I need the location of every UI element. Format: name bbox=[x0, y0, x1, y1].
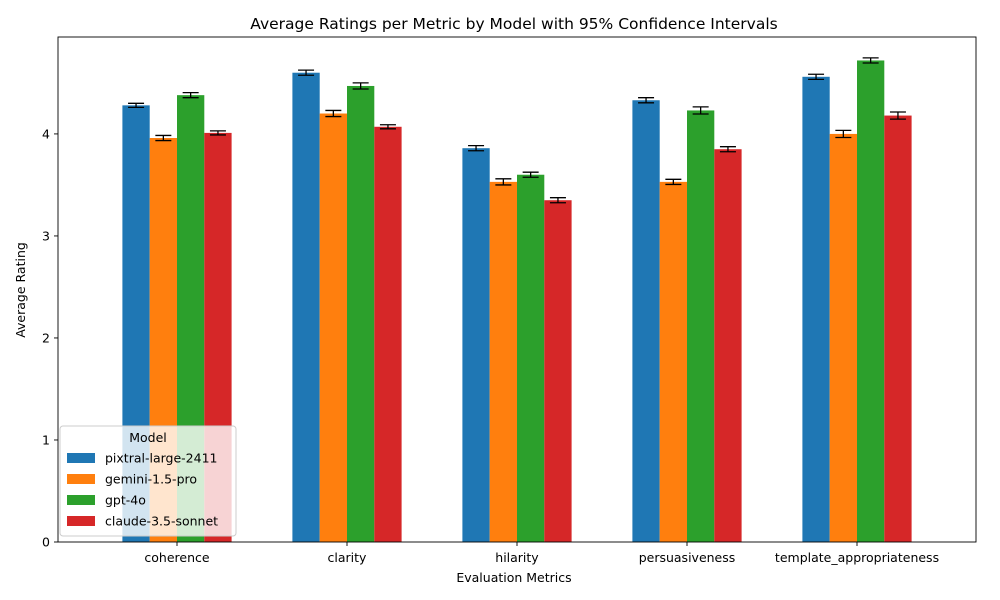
legend-swatch-gemini-1.5-pro bbox=[67, 474, 95, 484]
bar-gpt-4o-hilarity bbox=[517, 174, 545, 543]
bar-gemini-1.5-pro-template_appropriateness bbox=[829, 133, 857, 543]
errorbar-claude-3.5-sonnet-clarity bbox=[379, 124, 396, 130]
errorbar-claude-3.5-sonnet-hilarity bbox=[549, 197, 566, 204]
x-axis: coherence clarity hilarity persuasiveness te… bbox=[144, 542, 939, 565]
plot-area bbox=[57, 36, 977, 543]
errorbar-gpt-4o-template_appropriateness bbox=[862, 57, 879, 64]
legend-label-claude-3.5-sonnet: claude-3.5-sonnet bbox=[105, 514, 218, 529]
errorbar-gemini-1.5-pro-hilarity bbox=[495, 178, 512, 186]
bar-pixtral-large-2411-clarity bbox=[292, 72, 320, 543]
y-axis-label: Average Rating bbox=[13, 242, 28, 338]
errorbar-pixtral-large-2411-template_appropriateness bbox=[808, 73, 825, 80]
legend-label-gpt-4o: gpt-4o bbox=[105, 493, 146, 508]
legend-items: pixtral-large-2411 gemini-1.5-pro gpt-4o cl… bbox=[67, 451, 218, 529]
errorbar-gpt-4o-persuasiveness bbox=[692, 106, 709, 115]
errorbar-gemini-1.5-pro-clarity bbox=[325, 109, 342, 118]
bar-claude-3.5-sonnet-hilarity bbox=[544, 200, 572, 543]
bar-claude-3.5-sonnet-persuasiveness bbox=[714, 149, 742, 542]
legend-label-gemini-1.5-pro: gemini-1.5-pro bbox=[105, 472, 197, 487]
legend-swatch-gpt-4o bbox=[67, 495, 95, 505]
y-tick-label-0: 0 bbox=[42, 535, 50, 550]
errorbar-pixtral-large-2411-clarity bbox=[298, 69, 315, 76]
y-axis: 0 1 2 3 4 bbox=[42, 126, 58, 550]
bar-pixtral-large-2411-template_appropriateness bbox=[802, 76, 830, 542]
bar-gemini-1.5-pro-clarity bbox=[319, 113, 347, 543]
x-tick-label-persuasiveness: persuasiveness bbox=[639, 550, 736, 565]
x-tick-label-hilarity: hilarity bbox=[495, 550, 539, 565]
bar-pixtral-large-2411-hilarity bbox=[462, 148, 490, 542]
bar-pixtral-large-2411-persuasiveness bbox=[632, 100, 660, 542]
legend: Model pixtral-large-2411 gemini-1.5-pro gp… bbox=[59, 425, 237, 537]
y-tick-label-1: 1 bbox=[42, 432, 50, 447]
legend-box bbox=[59, 425, 237, 537]
bar-claude-3.5-sonnet-clarity bbox=[374, 126, 402, 542]
x-tick-label-clarity: clarity bbox=[328, 550, 368, 565]
chart-title: Average Ratings per Metric by Model with… bbox=[250, 15, 777, 33]
bar-gemini-1.5-pro-hilarity bbox=[489, 181, 517, 542]
errorbar-gpt-4o-coherence bbox=[182, 91, 199, 99]
errorbar-gemini-1.5-pro-coherence bbox=[155, 134, 172, 142]
y-tick-label-3: 3 bbox=[42, 228, 50, 243]
legend-title: Model bbox=[129, 430, 167, 445]
bar-gpt-4o-template_appropriateness bbox=[857, 60, 885, 543]
legend-swatch-claude-3.5-sonnet bbox=[67, 516, 95, 526]
errorbar-pixtral-large-2411-hilarity bbox=[468, 144, 485, 152]
legend-label-pixtral-large-2411: pixtral-large-2411 bbox=[105, 451, 218, 466]
y-tick-label-4: 4 bbox=[42, 126, 50, 141]
bar-claude-3.5-sonnet-template_appropriateness bbox=[884, 115, 912, 542]
bar-gpt-4o-clarity bbox=[347, 85, 375, 542]
bar-gpt-4o-persuasiveness bbox=[687, 110, 715, 542]
error-bars-group bbox=[128, 57, 906, 204]
legend-swatch-pixtral-large-2411 bbox=[67, 453, 95, 463]
errorbar-gpt-4o-hilarity bbox=[522, 171, 539, 178]
bar-gemini-1.5-pro-persuasiveness bbox=[659, 181, 687, 542]
x-tick-label-coherence: coherence bbox=[144, 550, 209, 565]
x-axis-label: Evaluation Metrics bbox=[456, 570, 571, 585]
x-tick-label-template_appropriateness: template_appropriateness bbox=[775, 550, 939, 565]
errorbar-claude-3.5-sonnet-coherence bbox=[209, 130, 226, 136]
errorbar-gemini-1.5-pro-template_appropriateness bbox=[835, 129, 852, 139]
errorbar-claude-3.5-sonnet-template_appropriateness bbox=[889, 111, 906, 120]
errorbar-pixtral-large-2411-persuasiveness bbox=[638, 97, 655, 104]
errorbar-gpt-4o-clarity bbox=[352, 82, 369, 90]
errorbar-claude-3.5-sonnet-persuasiveness bbox=[719, 146, 736, 153]
errorbar-pixtral-large-2411-coherence bbox=[128, 102, 145, 109]
errorbar-gemini-1.5-pro-persuasiveness bbox=[665, 178, 682, 186]
y-tick-label-2: 2 bbox=[42, 330, 50, 345]
